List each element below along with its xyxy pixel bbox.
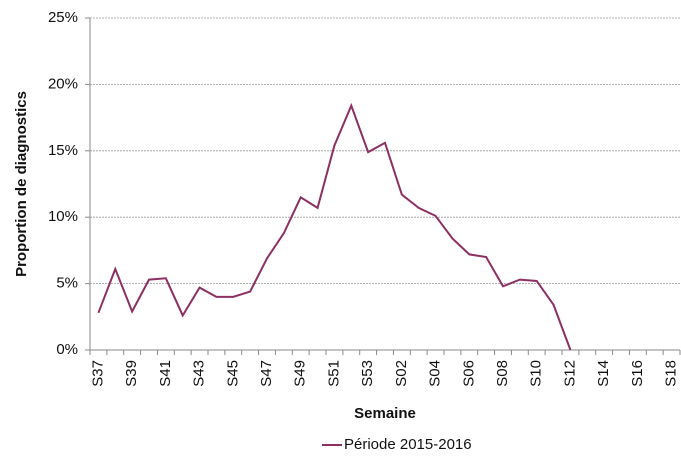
y-axis-title: Proportion de diagnostics: [13, 91, 30, 277]
x-tick-label: S41: [157, 360, 174, 387]
x-axis-title: Semaine: [354, 405, 416, 422]
y-tick-label: 25%: [48, 9, 78, 26]
x-tick-label: S37: [89, 360, 106, 387]
x-tick-label: S14: [595, 360, 612, 387]
x-tick-label: S45: [224, 360, 241, 387]
y-tick-label: 15%: [48, 142, 78, 159]
x-tick-label: S08: [494, 360, 511, 387]
x-tick-label: S47: [258, 360, 275, 387]
x-tick-label: S04: [427, 360, 444, 387]
x-tick-label: S06: [460, 360, 477, 387]
x-tick-label: S51: [325, 360, 342, 387]
y-tick-label: 5%: [56, 275, 78, 292]
y-tick-label: 10%: [48, 208, 78, 225]
x-tick-label: S18: [663, 360, 680, 387]
x-tick-label: S02: [393, 360, 410, 387]
x-tick-label: S39: [123, 360, 140, 387]
x-tick-label: S53: [359, 360, 376, 387]
x-tick-label: S43: [191, 360, 208, 387]
legend-label: Période 2015-2016: [344, 436, 472, 453]
y-tick-label: 0%: [56, 341, 78, 358]
x-tick-label: S49: [292, 360, 309, 387]
y-tick-label: 20%: [48, 75, 78, 92]
x-tick-label: S10: [528, 360, 545, 387]
x-tick-label: S16: [629, 360, 646, 387]
series-line: [97, 102, 572, 351]
x-tick-label: S12: [561, 360, 578, 387]
